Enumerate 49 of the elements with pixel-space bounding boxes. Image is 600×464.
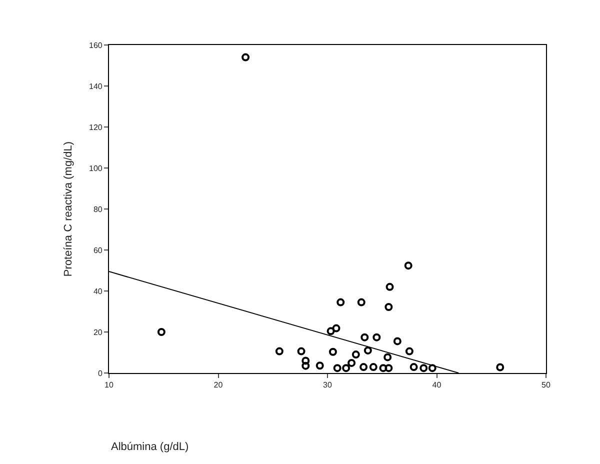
x-tick-label: 40 bbox=[432, 380, 442, 390]
point bbox=[342, 364, 350, 372]
y-tick-label: 0 bbox=[98, 368, 103, 378]
point bbox=[364, 346, 372, 354]
y-tick-label: 100 bbox=[89, 164, 103, 173]
point bbox=[328, 348, 337, 356]
point bbox=[428, 364, 436, 372]
y-tick-label: 20 bbox=[93, 328, 103, 337]
point bbox=[405, 347, 414, 356]
point bbox=[326, 327, 335, 336]
point bbox=[332, 324, 340, 332]
point bbox=[157, 328, 166, 336]
point bbox=[384, 353, 392, 362]
y-tick-label: 160 bbox=[89, 40, 103, 50]
y-tick-label: 80 bbox=[93, 204, 103, 214]
point bbox=[384, 302, 393, 311]
point bbox=[369, 363, 378, 372]
x-tick-label: 30 bbox=[323, 380, 332, 390]
point bbox=[372, 333, 381, 342]
point bbox=[496, 363, 504, 372]
point bbox=[242, 53, 250, 62]
point bbox=[302, 356, 310, 365]
x-tick-label: 10 bbox=[104, 380, 114, 390]
point bbox=[404, 262, 412, 270]
point bbox=[410, 363, 418, 372]
y-tick-label: 120 bbox=[89, 122, 103, 132]
point bbox=[386, 282, 394, 291]
point bbox=[360, 333, 369, 342]
point bbox=[297, 347, 306, 356]
point bbox=[360, 363, 368, 372]
point bbox=[336, 298, 345, 306]
point bbox=[420, 364, 428, 372]
point bbox=[352, 350, 360, 359]
point bbox=[333, 364, 342, 372]
point bbox=[275, 347, 284, 356]
point bbox=[379, 364, 388, 372]
y-tick-label: 140 bbox=[89, 82, 103, 91]
y-axis-title: Proteína C reactiva (mg/dL) bbox=[62, 141, 75, 277]
x-tick-label: 50 bbox=[542, 380, 551, 390]
point bbox=[357, 298, 366, 306]
point bbox=[302, 362, 310, 370]
x-axis-title: Albúmina (g/dL) bbox=[111, 441, 189, 453]
x-tick-label: 20 bbox=[214, 380, 224, 390]
y-tick-label: 40 bbox=[93, 286, 103, 296]
y-tick-label: 60 bbox=[93, 246, 103, 255]
point bbox=[316, 362, 324, 370]
point bbox=[384, 364, 393, 372]
point bbox=[348, 358, 356, 367]
point bbox=[393, 337, 402, 346]
